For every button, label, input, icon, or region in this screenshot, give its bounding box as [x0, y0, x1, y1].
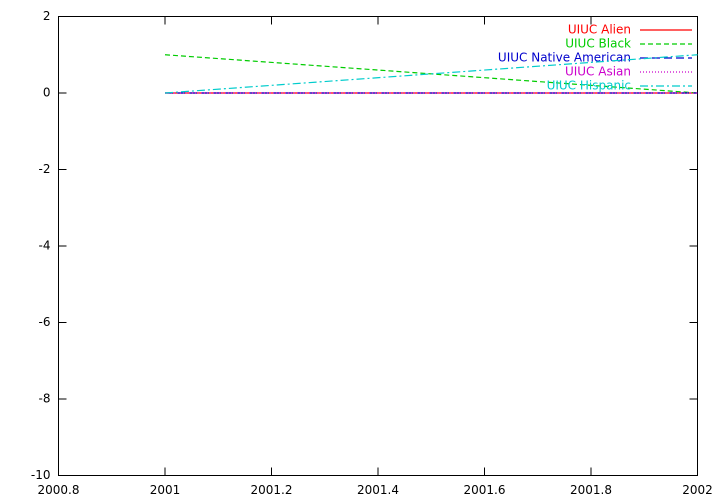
x-tick-label: 2002: [682, 483, 713, 497]
x-tick-label: 2001: [150, 483, 181, 497]
x-tick-label: 2000.8: [38, 483, 80, 497]
x-tick-label: 2001.4: [357, 483, 399, 497]
legend-label: UIUC Native American: [498, 51, 631, 65]
legend-label: UIUC Alien: [568, 23, 631, 37]
series-line: [164, 54, 698, 94]
series-line: [164, 54, 698, 94]
x-tick-label: 2001.2: [251, 483, 293, 497]
legend-label: UIUC Asian: [565, 65, 631, 79]
y-tick-label: -10: [31, 468, 51, 482]
x-tick-label: 2001.6: [464, 483, 506, 497]
y-tick-label: -6: [39, 315, 51, 329]
y-tick-label: -2: [39, 162, 51, 176]
y-tick-label: -4: [39, 239, 51, 253]
legend-label: UIUC Black: [565, 37, 631, 51]
x-tick-label: 2001.8: [570, 483, 612, 497]
y-tick-label: -8: [39, 392, 51, 406]
legend-label: UIUC Hispanic: [547, 79, 631, 93]
y-tick-label: 0: [43, 86, 51, 100]
y-tick-label: 2: [43, 9, 51, 23]
